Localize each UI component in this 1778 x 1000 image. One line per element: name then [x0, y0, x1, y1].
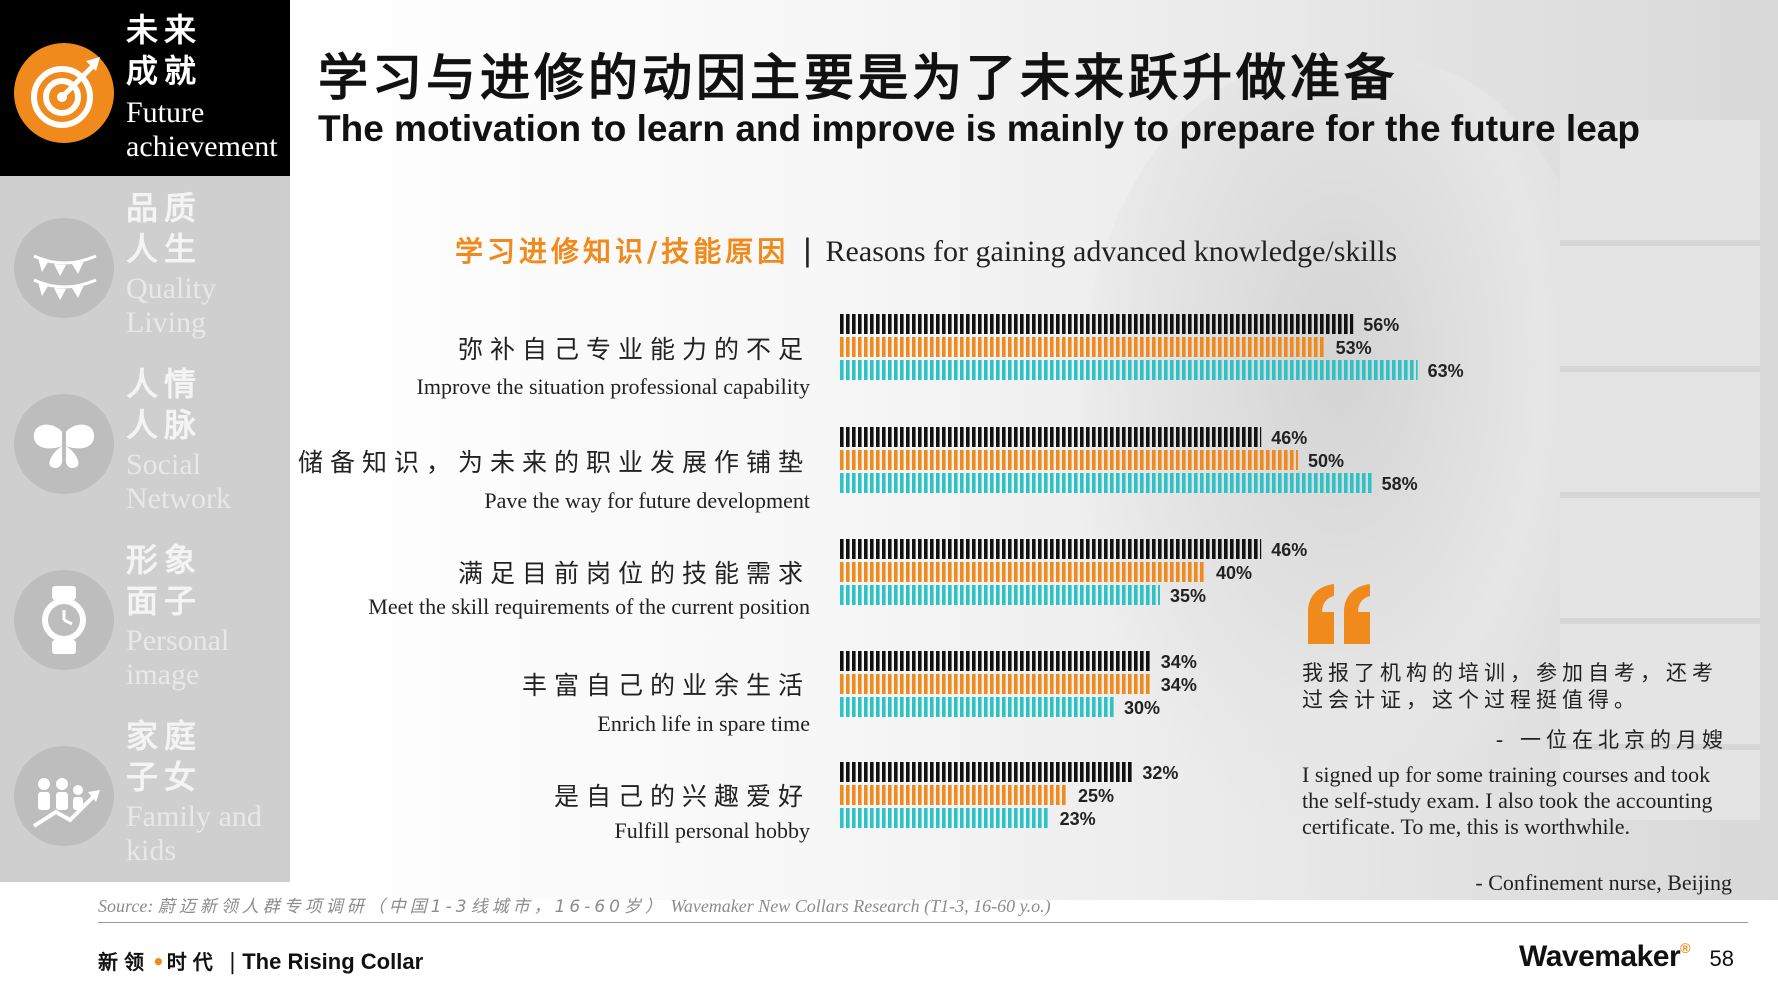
category-label-en: Enrich life in spare time — [597, 711, 810, 736]
category-label-en: Fulfill personal hobby — [614, 818, 810, 843]
source-prefix: Source: — [98, 896, 154, 916]
bar-series-1-cat-3 — [838, 539, 1262, 559]
data-label-series-2-cat-3: 40% — [1216, 563, 1252, 583]
data-label-series-2-cat-1: 53% — [1336, 338, 1372, 358]
brand-logo: Wavemaker® — [1519, 940, 1690, 974]
bar-series-2-cat-2 — [838, 450, 1298, 470]
bar-series-2-cat-1 — [838, 337, 1326, 357]
family-growth-icon — [14, 746, 114, 846]
sidebar-item-en: Quality Living — [126, 272, 216, 339]
category-label-cn: 储备知识，为未来的职业发展作铺垫 — [297, 448, 810, 477]
footer-dot: • — [152, 950, 165, 974]
sidebar-item-social-network[interactable]: 人情人脉 Social Network — [0, 352, 290, 528]
bar-series-2-cat-3 — [838, 562, 1206, 582]
category-label-cn: 弥补自己专业能力的不足 — [457, 335, 810, 364]
data-label-series-2-cat-4: 34% — [1161, 675, 1197, 695]
page-number: 58 — [1709, 946, 1734, 971]
sidebar-item-en: Family and kids — [126, 800, 262, 867]
category-label-en: Meet the skill requirements of the curre… — [368, 594, 810, 619]
bar-series-1-cat-5 — [838, 762, 1133, 782]
footer-series-title: 新领 • 时代 | The Rising Collar — [98, 946, 423, 975]
bar-series-1-cat-4 — [838, 651, 1151, 671]
category-label-cn: 是自己的兴趣爱好 — [553, 782, 810, 811]
sidebar-item-future-achievement[interactable]: 未来成就 Future achievement — [0, 0, 290, 176]
watch-icon — [14, 570, 114, 670]
bar-series-3-cat-3 — [838, 585, 1160, 605]
sidebar-item-en: Personal image — [126, 624, 230, 691]
category-label-cn: 满足目前岗位的技能需求 — [457, 559, 810, 588]
data-label-series-1-cat-1: 56% — [1363, 315, 1399, 335]
data-label-series-3-cat-2: 58% — [1382, 474, 1418, 494]
source-cn: 蔚迈新领人群专项调研（中国1-3线城市，16-60岁） — [157, 897, 666, 917]
chart-subtitle-cn: 学习进修知识/技能原因 — [455, 235, 790, 268]
category-label-en: Pave the way for future development — [484, 488, 810, 513]
quote-author-cn: - 一位在北京的月嫂 — [1495, 728, 1728, 752]
sidebar: 未来成就 Future achievement 品质人生 Quality Liv… — [0, 0, 290, 882]
butterfly-icon — [14, 394, 114, 494]
sidebar-item-cn: 家庭子女 — [126, 717, 203, 796]
data-label-series-3-cat-3: 35% — [1170, 586, 1206, 606]
bar-series-3-cat-2 — [838, 473, 1372, 493]
bar-series-2-cat-4 — [838, 674, 1151, 694]
bar-series-2-cat-5 — [838, 785, 1068, 805]
target-icon — [14, 43, 114, 143]
data-label-series-2-cat-5: 25% — [1078, 786, 1114, 806]
sidebar-item-en: Social Network — [126, 448, 231, 515]
data-label-series-1-cat-4: 34% — [1161, 652, 1197, 672]
chart-subtitle-separator: | — [803, 232, 812, 268]
footer-divider — [98, 922, 1748, 923]
footer-separator: | — [228, 950, 237, 975]
footer-cn-right: 时代 — [166, 950, 219, 974]
bar-series-3-cat-1 — [838, 360, 1418, 380]
sidebar-item-quality-living[interactable]: 品质人生 Quality Living — [0, 176, 290, 352]
brand-name: Wavemaker — [1519, 940, 1681, 973]
bar-series-1-cat-1 — [838, 314, 1354, 334]
quote-text-en: I signed up for some training courses an… — [1302, 762, 1713, 839]
chart-subtitle-en: Reasons for gaining advanced knowledge/s… — [825, 235, 1398, 268]
data-label-series-1-cat-5: 32% — [1142, 763, 1178, 783]
sidebar-item-en: Future achievement — [126, 96, 278, 163]
quote-mark-icon — [1308, 584, 1370, 644]
background-shelf — [1560, 120, 1760, 820]
quote-author-en: - Confinement nurse, Beijing — [1475, 870, 1732, 895]
bar-series-3-cat-4 — [838, 697, 1114, 717]
sidebar-item-cn: 未来成就 — [126, 11, 203, 90]
bar-series-3-cat-5 — [838, 808, 1050, 828]
sidebar-item-personal-image[interactable]: 形象面子 Personal image — [0, 528, 290, 704]
data-label-series-2-cat-2: 50% — [1308, 451, 1344, 471]
data-label-series-3-cat-4: 30% — [1124, 698, 1160, 718]
source-note: Source: 蔚迈新领人群专项调研（中国1-3线城市，16-60岁） Wave… — [98, 892, 1051, 917]
bar-series-1-cat-2 — [838, 427, 1262, 447]
source-en: Wavemaker New Collars Research (T1-3, 16… — [670, 896, 1051, 916]
sidebar-item-cn: 形象面子 — [126, 541, 203, 620]
bunting-icon — [14, 218, 114, 318]
brand-mark: ® — [1680, 940, 1690, 956]
page-title-en: The motivation to learn and improve is m… — [318, 108, 1640, 149]
data-label-series-3-cat-5: 23% — [1060, 809, 1096, 829]
data-label-series-3-cat-1: 63% — [1428, 361, 1464, 381]
sidebar-item-family-kids[interactable]: 家庭子女 Family and kids — [0, 704, 290, 882]
footer-cn-left: 新领 — [98, 950, 150, 974]
footer-en: The Rising Collar — [242, 949, 424, 974]
category-label-en: Improve the situation professional capab… — [416, 374, 810, 399]
sidebar-item-cn: 品质人生 — [126, 189, 203, 268]
chart-subtitle: 学习进修知识/技能原因 | Reasons for gaining advanced… — [455, 230, 1397, 270]
category-label-cn: 丰富自己的业余生活 — [521, 671, 810, 700]
page-title-cn: 学习与进修的动因主要是为了未来跃升做准备 — [318, 49, 1398, 107]
data-label-series-1-cat-3: 46% — [1271, 540, 1307, 560]
sidebar-item-cn: 人情人脉 — [126, 365, 203, 444]
quote-text-cn: 我报了机构的培训，参加自考，还考过会计证，这个过程挺值得。 — [1302, 661, 1718, 712]
data-label-series-1-cat-2: 46% — [1271, 428, 1307, 448]
